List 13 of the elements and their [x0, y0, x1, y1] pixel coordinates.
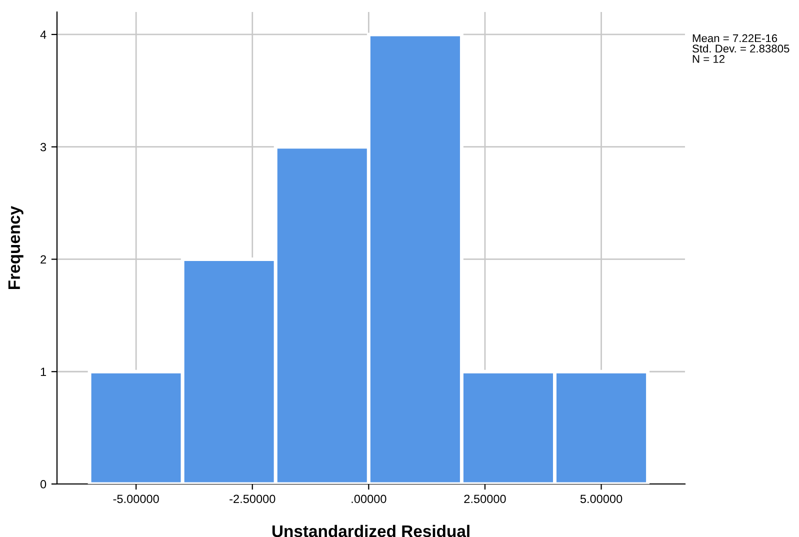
- y-tick-label: 3: [40, 142, 46, 152]
- x-axis-title: Unstandardized Residual: [272, 524, 470, 537]
- text: Mean = 7.22E-16 Std. Dev. = 2.83805 N = 12: [692, 34, 790, 63]
- x-tick-label: 5.00000: [580, 494, 622, 504]
- x-tick-label: .00000: [352, 494, 386, 504]
- x-tick-label: -5.00000: [113, 494, 159, 504]
- y-axis-title: Frequency: [8, 206, 24, 290]
- y-tick-label: 1: [40, 368, 46, 376]
- x-tick-label: 2.50000: [464, 494, 506, 504]
- y-tick-label: 2: [40, 255, 46, 264]
- y-tick-label: 0: [40, 480, 46, 488]
- y-tick-label: 4: [40, 30, 46, 39]
- x-tick-label: -2.50000: [230, 494, 276, 504]
